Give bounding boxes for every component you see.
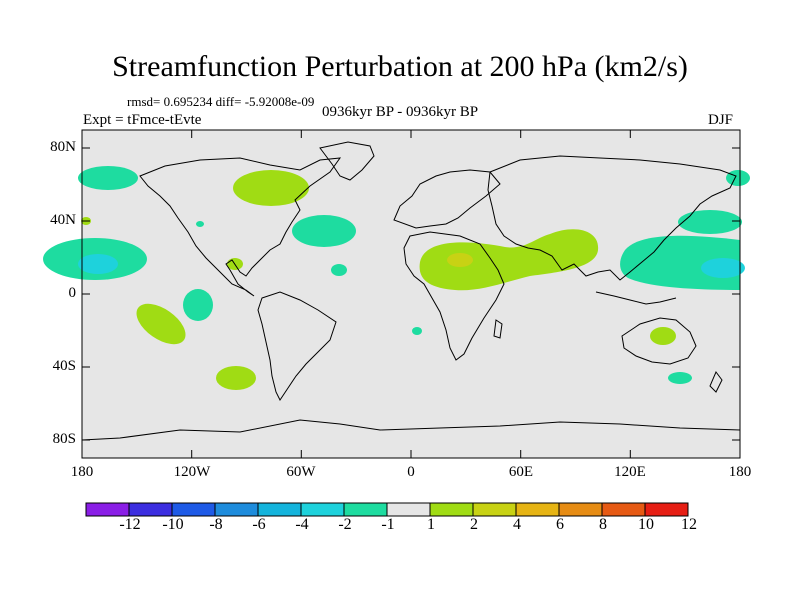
lat-label: 40N xyxy=(50,212,76,228)
colorbar-label: -6 xyxy=(252,516,266,533)
experiment-label: Expt = tFmce-tEvte xyxy=(83,112,202,128)
lon-label: 180 xyxy=(728,464,752,480)
madagascar-coast xyxy=(493,319,503,339)
colorbar-label: 12 xyxy=(681,516,697,533)
anomaly-patch xyxy=(668,372,692,384)
lat-label: 80S xyxy=(52,431,76,447)
plot-title: Streamfunction Perturbation at 200 hPa (… xyxy=(112,50,688,83)
colorbar-swatch xyxy=(300,502,345,517)
anomaly-patch xyxy=(701,258,745,278)
colorbar-swatch xyxy=(128,502,173,517)
anomaly-patch xyxy=(216,366,256,390)
colorbar-label: -1 xyxy=(381,516,395,533)
colorbar-label: -2 xyxy=(338,516,352,533)
coastlines xyxy=(81,141,741,441)
new-zealand-coast xyxy=(709,371,723,393)
greenland-coast xyxy=(319,141,375,181)
anomaly-patch xyxy=(419,229,599,291)
anomaly-patch xyxy=(233,170,309,206)
anomaly-patch xyxy=(650,327,676,345)
colorbar-label: -8 xyxy=(209,516,223,533)
anomaly-patch xyxy=(620,235,740,290)
africa-coast xyxy=(403,231,505,361)
lat-ticks xyxy=(82,147,740,441)
colorbar-label: 8 xyxy=(599,516,607,533)
anomaly-patch xyxy=(183,289,213,321)
antarctica-coast xyxy=(81,419,741,441)
colorbar-swatch xyxy=(257,502,302,517)
colorbar-swatch xyxy=(85,502,130,517)
anomaly-patch xyxy=(412,327,422,335)
colorbar-swatch xyxy=(171,502,216,517)
europe-coast xyxy=(393,169,501,229)
colorbar-swatch xyxy=(601,502,646,517)
anomaly-patch xyxy=(292,215,356,247)
colorbar-swatch xyxy=(515,502,560,517)
anomaly-patch xyxy=(726,170,750,186)
period-label: 0936kyr BP - 0936kyr BP xyxy=(322,104,479,120)
colorbar-label: -12 xyxy=(119,516,141,533)
stats-text: rmsd= 0.695234 diff= -5.92008e-09 xyxy=(127,94,315,109)
lon-label: 120W xyxy=(173,464,211,480)
colorbar-label: 4 xyxy=(513,516,521,533)
anomaly-patch xyxy=(331,264,347,276)
lat-label: 80N xyxy=(50,139,76,155)
colorbar-label: -10 xyxy=(162,516,184,533)
season-label: DJF xyxy=(708,112,734,128)
lon-ticks xyxy=(81,130,741,458)
anomaly-patch xyxy=(447,253,473,267)
anomaly-patch xyxy=(678,210,742,234)
colorbar-label: 1 xyxy=(427,516,435,533)
anomaly-fields xyxy=(43,166,750,390)
indonesia-coast xyxy=(595,291,677,305)
lon-label: 60W xyxy=(286,464,316,480)
colorbar-label: 10 xyxy=(638,516,654,533)
colorbar-swatch xyxy=(343,502,388,517)
lat-label: 0 xyxy=(68,285,77,301)
colorbar-swatch xyxy=(429,502,474,517)
south-america-coast xyxy=(257,291,337,401)
colorbar xyxy=(85,502,689,517)
north-america-coast xyxy=(139,157,342,297)
anomaly-patch xyxy=(196,221,204,227)
lon-label: 180 xyxy=(70,464,94,480)
colorbar-swatch xyxy=(558,502,603,517)
colorbar-swatch xyxy=(472,502,517,517)
map-background xyxy=(82,130,740,458)
australia-coast xyxy=(621,317,697,365)
colorbar-label: 6 xyxy=(556,516,564,533)
colorbar-label: 2 xyxy=(470,516,478,533)
lon-label: 60E xyxy=(508,464,534,480)
colorbar-swatch xyxy=(386,502,431,517)
lon-label: 120E xyxy=(614,464,646,480)
lon-label: 0 xyxy=(407,464,415,480)
lat-label: 40S xyxy=(52,358,76,374)
anomaly-patch xyxy=(78,166,138,190)
anomaly-patch xyxy=(78,254,118,274)
colorbar-label: -4 xyxy=(295,516,309,533)
anomaly-patch xyxy=(136,303,186,345)
colorbar-swatch xyxy=(214,502,259,517)
colorbar-swatch xyxy=(644,502,689,517)
asia-coast xyxy=(487,155,737,281)
